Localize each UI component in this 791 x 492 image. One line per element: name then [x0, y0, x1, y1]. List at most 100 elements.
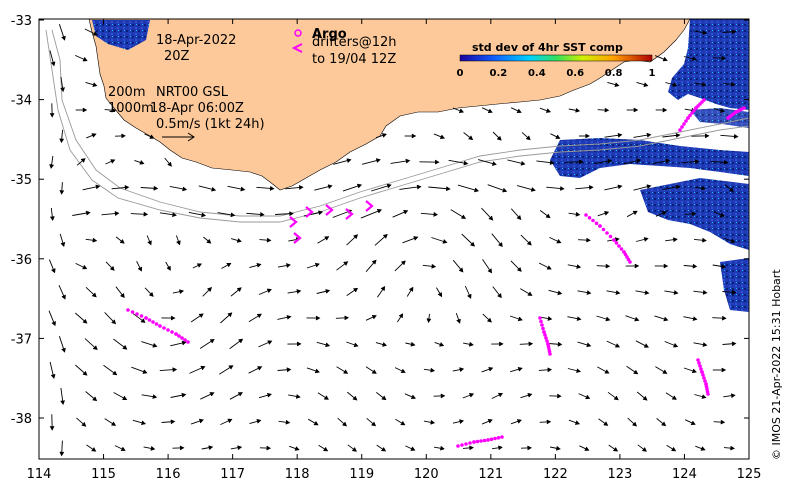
current-arrow-head	[644, 343, 649, 348]
current-arrow-head	[227, 418, 233, 423]
colorbar-title: std dev of 4hr SST comp	[472, 41, 623, 54]
current-arrow-head	[398, 313, 404, 319]
drifter-point	[706, 392, 710, 396]
current-arrow-head	[730, 82, 736, 87]
y-tick-label: -34	[11, 94, 32, 109]
current-arrow-head	[256, 419, 262, 424]
drifter-point	[702, 98, 706, 102]
current-arrow-head	[675, 184, 681, 190]
current-arrow-head	[729, 187, 734, 192]
current-arrow-head	[150, 446, 156, 451]
current-arrow-head	[614, 237, 620, 242]
current-arrow-head	[520, 161, 526, 166]
current-arrow-head	[409, 286, 414, 292]
current-arrow-head	[584, 446, 590, 451]
drifter-point	[183, 338, 187, 342]
current-arrow-head	[559, 186, 565, 191]
current-arrow-head	[381, 395, 387, 401]
current-arrow-head	[615, 290, 621, 295]
current-arrow-head	[517, 267, 522, 272]
drifter-point	[698, 364, 702, 368]
current-arrow-head	[141, 420, 147, 426]
current-arrow-head	[545, 213, 551, 219]
drifter-chevron	[325, 204, 334, 216]
current-arrow-head	[575, 420, 580, 425]
current-arrow-head	[431, 264, 437, 269]
current-arrow-head	[91, 133, 97, 138]
x-tick-label: 120	[414, 467, 439, 482]
current-arrow-head	[662, 57, 668, 62]
current-arrow-head	[294, 446, 300, 451]
current-arrow-head	[633, 369, 639, 375]
drifter-point	[543, 333, 547, 337]
current-arrow-head	[182, 186, 188, 192]
current-arrow-head	[371, 369, 377, 374]
current-arrow-head	[691, 368, 697, 374]
current-arrow-head	[440, 393, 446, 399]
current-arrow-head	[617, 184, 623, 190]
y-tick-label: -35	[11, 173, 32, 188]
current-arrow-head	[51, 268, 56, 274]
drifter-point	[684, 119, 688, 123]
drifter-chevron	[293, 232, 302, 244]
current-arrow	[360, 209, 382, 219]
current-arrow-head	[60, 87, 65, 93]
x-tick-label: 123	[607, 467, 632, 482]
current-arrow-head	[93, 31, 98, 36]
current-arrow-head	[296, 289, 302, 294]
current-arrow-head	[170, 315, 176, 321]
current-arrow-head	[502, 187, 508, 193]
current-arrow-head	[413, 236, 419, 241]
current-arrow-head	[142, 369, 148, 374]
drifter-point	[598, 224, 602, 228]
current-arrow-head	[661, 421, 667, 427]
x-tick-label: 119	[349, 467, 374, 482]
drifter-point	[177, 334, 181, 338]
current-arrow-head	[439, 342, 445, 347]
current-arrow-head	[585, 394, 591, 400]
current-arrow-head	[692, 263, 698, 269]
drifter-point	[692, 108, 696, 113]
current-arrow-head	[152, 343, 158, 348]
current-arrow-head	[238, 338, 244, 344]
current-arrow-head	[557, 341, 563, 347]
current-arrow-head	[731, 341, 737, 347]
current-arrow-head	[555, 446, 561, 451]
current-arrow-head	[547, 316, 553, 321]
current-arrow-head	[176, 240, 181, 246]
current-arrow-head	[296, 341, 302, 347]
current-arrow-head	[530, 187, 536, 192]
drifter-point	[678, 128, 682, 132]
current-arrow-head	[575, 108, 581, 113]
drifter-point	[608, 234, 613, 239]
current-arrow-head	[325, 289, 331, 294]
current-arrow-head	[586, 290, 592, 295]
current-arrow-head	[207, 287, 212, 292]
current-arrow-head	[386, 183, 392, 189]
current-arrow-head	[527, 445, 532, 451]
drifter-point	[690, 111, 694, 115]
current-arrow-head	[256, 263, 262, 268]
colorbar-tick-label: 1	[649, 68, 656, 79]
current-arrow-head	[469, 393, 475, 398]
colorbar-tick-label: 0.8	[605, 68, 623, 79]
current-arrow-head	[371, 314, 377, 320]
current-arrow-head	[257, 313, 262, 318]
current-arrow-head	[380, 286, 386, 291]
current-arrow-head	[120, 293, 125, 299]
drifter-point	[605, 231, 609, 235]
current-arrow-head	[672, 82, 678, 87]
current-arrow-head	[50, 61, 56, 67]
current-arrow-head	[344, 315, 350, 321]
current-arrow-head	[143, 211, 149, 217]
depth-contours	[45, 29, 749, 223]
current-arrow	[399, 186, 421, 190]
current-arrow-head	[426, 318, 432, 324]
x-tick-label: 122	[543, 467, 568, 482]
current-arrow-head	[721, 264, 727, 269]
current-arrow-head	[663, 316, 669, 322]
current-arrow-head	[469, 445, 474, 451]
current-arrow-head	[111, 421, 117, 426]
current-arrow-head	[411, 133, 417, 139]
current-arrow-head	[733, 134, 739, 139]
